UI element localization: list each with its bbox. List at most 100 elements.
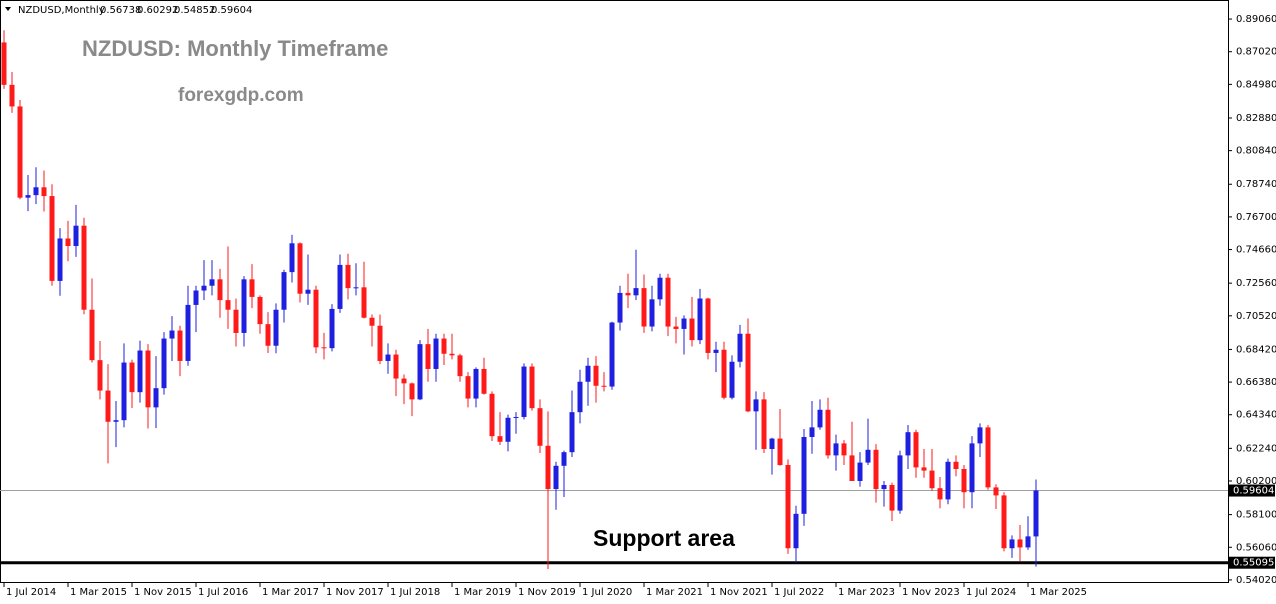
support-price-label: 0.55095 <box>1233 558 1274 569</box>
candle-body <box>993 487 999 496</box>
y-tick-label: 0.68420 <box>1236 344 1276 355</box>
support-price-box <box>1229 556 1275 569</box>
candle-body <box>513 416 519 418</box>
menu-triangle <box>5 7 11 11</box>
candle-body <box>209 279 215 286</box>
y-tick-label: 0.72560 <box>1236 278 1276 289</box>
candle-body <box>617 292 623 323</box>
candle-body <box>713 349 719 353</box>
candle-body <box>809 427 815 437</box>
header-close: 0.59604 <box>211 5 252 16</box>
candle-body <box>545 445 551 490</box>
candle-body <box>297 243 303 294</box>
candle-body <box>129 362 135 393</box>
header-high: 0.60292 <box>137 5 178 16</box>
y-tick-label: 0.87020 <box>1236 47 1276 58</box>
x-tick-label: 1 Nov 2021 <box>710 587 768 598</box>
x-tick-label: 1 Jul 2018 <box>390 587 440 598</box>
candle-body <box>913 432 919 468</box>
y-tick-label: 0.66380 <box>1236 377 1276 388</box>
candle-body <box>233 309 239 333</box>
candle-body <box>681 318 687 329</box>
candle-body <box>1001 495 1007 549</box>
candle-body <box>721 349 727 398</box>
candle-body <box>177 330 183 361</box>
candle-body <box>1033 490 1039 537</box>
x-tick-label: 1 Mar 2025 <box>1030 587 1087 598</box>
support-label: Support area <box>593 525 735 551</box>
candle-body <box>41 187 47 197</box>
candle-body <box>905 432 911 456</box>
x-tick-label: 1 Mar 2021 <box>646 587 703 598</box>
candle-body <box>961 468 967 493</box>
candle-body <box>761 399 767 449</box>
candle-body <box>585 365 591 382</box>
y-tick-label: 0.70520 <box>1236 311 1276 322</box>
candle-body <box>801 436 807 514</box>
candle-body <box>97 360 103 391</box>
candle-body <box>873 449 879 490</box>
candle-body <box>593 365 599 386</box>
candle-body <box>105 390 111 422</box>
candle-body <box>289 243 295 273</box>
candle-body <box>201 285 207 291</box>
candle-body <box>169 330 175 339</box>
y-tick-label: 0.84980 <box>1236 79 1276 90</box>
candle-body <box>897 455 903 511</box>
x-tick-label: 1 Nov 2015 <box>134 587 192 598</box>
candle-body <box>609 322 615 387</box>
candle-body <box>185 304 191 361</box>
candles <box>1 30 1039 570</box>
x-tick-label: 1 Jul 2022 <box>774 587 824 598</box>
candle-body <box>273 309 279 346</box>
x-tick-label: 1 Jul 2014 <box>6 587 56 598</box>
candle-body <box>17 106 23 198</box>
close-price-box <box>1229 484 1275 497</box>
candle-body <box>401 378 407 384</box>
candle-body <box>833 443 839 456</box>
candle-body <box>857 462 863 481</box>
candle-body <box>81 225 87 310</box>
candle-body <box>569 412 575 453</box>
candle-body <box>217 279 223 301</box>
chart-title: NZDUSD: Monthly Timeframe <box>82 36 388 61</box>
candle-body <box>241 279 247 333</box>
candle-body <box>393 354 399 379</box>
candle-body <box>449 353 455 356</box>
candle-body <box>465 376 471 399</box>
candle-body <box>249 279 255 297</box>
candle-body <box>361 287 367 318</box>
candle-body <box>377 325 383 361</box>
y-tick-label: 0.76700 <box>1236 212 1276 223</box>
candle-body <box>313 289 319 348</box>
candle-body <box>345 264 351 289</box>
candle-body <box>521 366 527 417</box>
candle-body <box>417 344 423 400</box>
candle-body <box>849 455 855 481</box>
candle-body <box>497 436 503 442</box>
candle-body <box>25 195 31 198</box>
candle-body <box>705 298 711 353</box>
y-tick-label: 0.60200 <box>1236 476 1276 487</box>
candle-body <box>1 42 7 85</box>
candle-body <box>537 408 543 446</box>
x-tick-label: 1 Jul 2020 <box>582 587 632 598</box>
candle-body <box>89 309 95 361</box>
x-tick-label: 1 Jul 2016 <box>198 587 248 598</box>
candle-body <box>649 299 655 327</box>
candle-body <box>369 317 375 326</box>
candle-body <box>889 485 895 511</box>
candle-body <box>865 449 871 463</box>
candle-body <box>353 287 359 289</box>
x-tick-label: 1 Nov 2023 <box>902 587 960 598</box>
y-tick-label: 0.78740 <box>1236 179 1276 190</box>
candle-body <box>785 464 791 549</box>
candle-body <box>145 350 151 408</box>
candle-body <box>113 420 119 422</box>
x-tick-label: 1 Mar 2019 <box>454 587 511 598</box>
candle-body <box>641 288 647 327</box>
header-open: 0.56738 <box>100 5 141 16</box>
candle-body <box>473 368 479 399</box>
